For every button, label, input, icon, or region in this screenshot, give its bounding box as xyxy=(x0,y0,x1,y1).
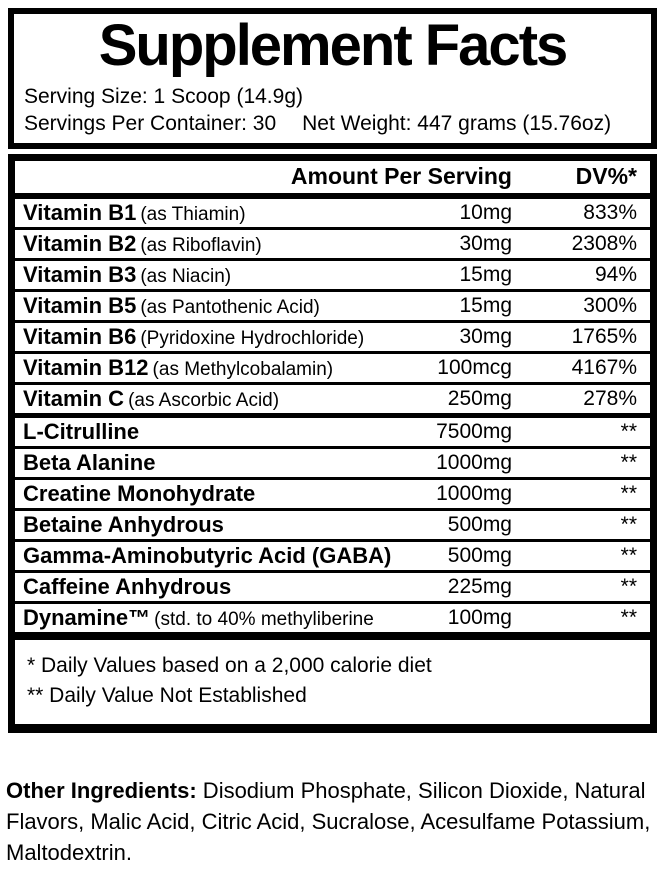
table-row: Vitamin B3 (as Niacin) 15mg 94% xyxy=(15,261,650,292)
table-row: Vitamin C (as Ascorbic Acid) 250mg 278% xyxy=(15,385,650,418)
ingredient-dv: 833% xyxy=(583,200,637,224)
ingredient-detail: (as Ascorbic Acid) xyxy=(128,389,280,411)
ingredient-name: Vitamin B12 xyxy=(23,354,149,380)
table-row: Dynamine™ (std. to 40% methyliberine 100m… xyxy=(15,604,650,632)
footnote-not-established: ** Daily Value Not Established xyxy=(27,683,307,707)
ingredient-name: Vitamin B5 xyxy=(23,292,137,318)
ingredient-detail: (as Methylcobalamin) xyxy=(152,358,334,380)
ingredient-amount: 1000mg xyxy=(436,481,512,505)
ingredient-amount: 500mg xyxy=(447,512,512,536)
footnote-daily-values: * Daily Values based on a 2,000 calorie … xyxy=(27,653,432,677)
ingredient-name-cell: Caffeine Anhydrous xyxy=(23,574,392,600)
ingredient-dv: ** xyxy=(620,543,637,567)
ingredient-amount: 15mg xyxy=(459,262,512,286)
ingredient-name-cell: Gamma-Aminobutyric Acid (GABA) xyxy=(23,543,392,569)
table-row: Vitamin B12 (as Methylcobalamin) 100mcg 4… xyxy=(15,354,650,385)
ingredient-detail: (as Riboflavin) xyxy=(140,234,262,256)
ingredient-dv: ** xyxy=(620,419,637,443)
table-row: Vitamin B6 (Pyridoxine Hydrochloride) 30m… xyxy=(15,323,650,354)
ingredient-dv: 2308% xyxy=(571,231,637,255)
ingredient-dv: 278% xyxy=(583,386,637,410)
label-header-box: Supplement Facts Serving Size: 1 Scoop (… xyxy=(8,8,657,149)
ingredient-name: Dynamine™ xyxy=(23,604,151,630)
footnotes-section: * Daily Values based on a 2,000 calorie … xyxy=(15,631,650,724)
other-ingredients-label: Other Ingredients: xyxy=(6,777,197,803)
ingredient-amount: 30mg xyxy=(459,231,512,255)
ingredient-dv: 1765% xyxy=(571,324,637,348)
ingredient-name-cell: Vitamin B1 (as Thiamin) xyxy=(23,200,392,226)
facts-table: Amount Per Serving DV%* Vitamin B1 (as Th… xyxy=(8,153,657,733)
ingredient-amount: 10mg xyxy=(459,200,512,224)
other-ingredients-text: Disodium Phosphate, Silicon Dioxide, Nat… xyxy=(6,777,651,865)
serving-size-line: Serving Size: 1 Scoop (14.9g) xyxy=(24,84,303,108)
table-row: L-Citrulline 7500mg ** xyxy=(15,418,650,449)
table-row: Vitamin B1 (as Thiamin) 10mg 833% xyxy=(15,199,650,230)
table-header-row: Amount Per Serving DV%* xyxy=(15,161,650,199)
ingredient-name: Gamma-Aminobutyric Acid (GABA) xyxy=(23,542,392,568)
ingredient-dv: ** xyxy=(620,605,637,629)
ingredient-dv: ** xyxy=(620,481,637,505)
ingredient-name: Vitamin B2 xyxy=(23,230,137,256)
table-row: Beta Alanine 1000mg ** xyxy=(15,449,650,480)
ingredient-amount: 15mg xyxy=(459,293,512,317)
ingredient-amount: 500mg xyxy=(447,543,512,567)
ingredient-amount: 100mg xyxy=(447,605,512,629)
table-row: Creatine Monohydrate 1000mg ** xyxy=(15,480,650,511)
ingredient-dv: 4167% xyxy=(571,355,637,379)
ingredient-name: Betaine Anhydrous xyxy=(23,511,224,537)
ingredient-amount: 30mg xyxy=(459,324,512,348)
ingredient-dv: ** xyxy=(620,574,637,598)
ingredient-detail: (Pyridoxine Hydrochloride) xyxy=(140,327,365,349)
ingredient-name: Vitamin B1 xyxy=(23,199,137,225)
table-body: Vitamin B1 (as Thiamin) 10mg 833% Vitamin… xyxy=(15,199,650,632)
table-row: Vitamin B2 (as Riboflavin) 30mg 2308% xyxy=(15,230,650,261)
ingredient-name-cell: Vitamin C (as Ascorbic Acid) xyxy=(23,386,392,412)
ingredient-name-cell: Beta Alanine xyxy=(23,450,392,476)
ingredient-amount: 250mg xyxy=(447,386,512,410)
ingredient-amount: 7500mg xyxy=(436,419,512,443)
ingredient-name-cell: Vitamin B5 (as Pantothenic Acid) xyxy=(23,293,392,319)
ingredient-name: Beta Alanine xyxy=(23,449,156,475)
ingredient-name-cell: Vitamin B3 (as Niacin) xyxy=(23,262,392,288)
table-row: Betaine Anhydrous 500mg ** xyxy=(15,511,650,542)
ingredient-name: L-Citrulline xyxy=(23,418,140,444)
ingredient-name-cell: Vitamin B6 (Pyridoxine Hydrochloride) xyxy=(23,324,392,350)
ingredient-detail: (as Pantothenic Acid) xyxy=(140,296,320,318)
table-row: Vitamin B5 (as Pantothenic Acid) 15mg 300… xyxy=(15,292,650,323)
ingredient-name-cell: Vitamin B2 (as Riboflavin) xyxy=(23,231,392,257)
ingredient-name-cell: Dynamine™ (std. to 40% methyliberine xyxy=(23,605,392,631)
table-row: Gamma-Aminobutyric Acid (GABA) 500mg ** xyxy=(15,542,650,573)
ingredient-dv: ** xyxy=(620,512,637,536)
servings-per-container: Servings Per Container: 30 xyxy=(24,111,277,135)
ingredient-name-cell: Vitamin B12 (as Methylcobalamin) xyxy=(23,355,392,381)
other-ingredients-paragraph: Other Ingredients: Disodium Phosphate, S… xyxy=(6,775,653,868)
ingredient-name: Caffeine Anhydrous xyxy=(23,573,232,599)
ingredient-detail: (as Thiamin) xyxy=(140,203,246,225)
ingredient-dv: 300% xyxy=(583,293,637,317)
dv-percent-header: DV%* xyxy=(575,163,637,190)
ingredient-name-cell: Betaine Anhydrous xyxy=(23,512,392,538)
ingredient-name: Vitamin B6 xyxy=(23,323,137,349)
ingredient-amount: 100mcg xyxy=(437,355,512,379)
net-weight: Net Weight: 447 grams (15.76oz) xyxy=(302,111,612,135)
ingredient-name: Vitamin B3 xyxy=(23,261,137,287)
ingredient-name-cell: L-Citrulline xyxy=(23,419,392,445)
ingredient-detail: (as Niacin) xyxy=(140,265,232,287)
label-title: Supplement Facts xyxy=(98,13,569,78)
table-row: Caffeine Anhydrous 225mg ** xyxy=(15,573,650,604)
ingredient-amount: 225mg xyxy=(447,574,512,598)
serving-info-line: Servings Per Container: 30 Net Weight: 44… xyxy=(14,110,651,137)
ingredient-name: Creatine Monohydrate xyxy=(23,480,256,506)
ingredient-name-cell: Creatine Monohydrate xyxy=(23,481,392,507)
ingredient-dv: 94% xyxy=(594,262,637,286)
ingredient-amount: 1000mg xyxy=(436,450,512,474)
amount-per-serving-header: Amount Per Serving xyxy=(290,163,512,190)
ingredient-dv: ** xyxy=(620,450,637,474)
ingredient-name: Vitamin C xyxy=(23,385,125,411)
ingredient-detail: (std. to 40% methyliberine xyxy=(154,608,374,630)
